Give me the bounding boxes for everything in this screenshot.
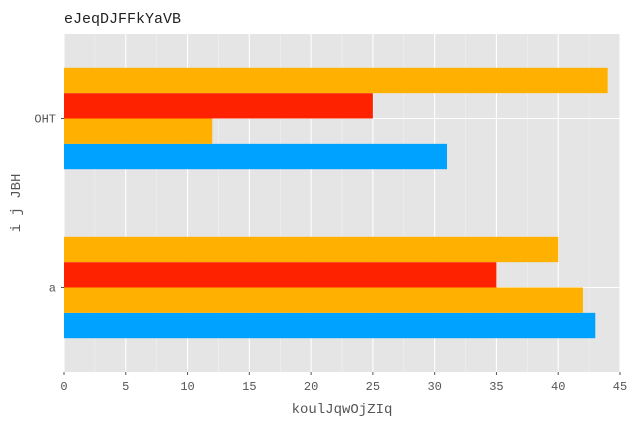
x-tick-label: 0 [60,380,67,394]
y-axis-label: i j JBH [9,174,25,233]
x-tick-labels: 0 5 10 15 20 25 30 35 40 45 [60,372,627,394]
x-tick-label: 45 [613,380,627,394]
x-axis-label: koulJqwOjZIq [292,402,393,418]
bar [64,67,608,94]
bar [64,118,213,144]
bar [64,93,373,119]
x-tick-label: 15 [242,380,256,394]
bar [64,262,497,288]
y-tick-label: OHT [34,113,56,127]
y-tick-labels: a OHT [34,113,64,296]
chart-title: eJeqDJFFkYaVB [64,11,181,28]
x-tick-label: 30 [427,380,441,394]
bar [64,312,596,339]
x-tick-label: 10 [180,380,194,394]
bars [64,67,608,339]
x-tick-label: 25 [366,380,380,394]
x-tick-label: 40 [551,380,565,394]
bar [64,143,448,170]
x-tick-label: 5 [122,380,129,394]
y-tick-label: a [49,282,56,296]
bar [64,287,583,313]
bar [64,236,559,263]
x-tick-label: 35 [489,380,503,394]
x-tick-label: 20 [304,380,318,394]
